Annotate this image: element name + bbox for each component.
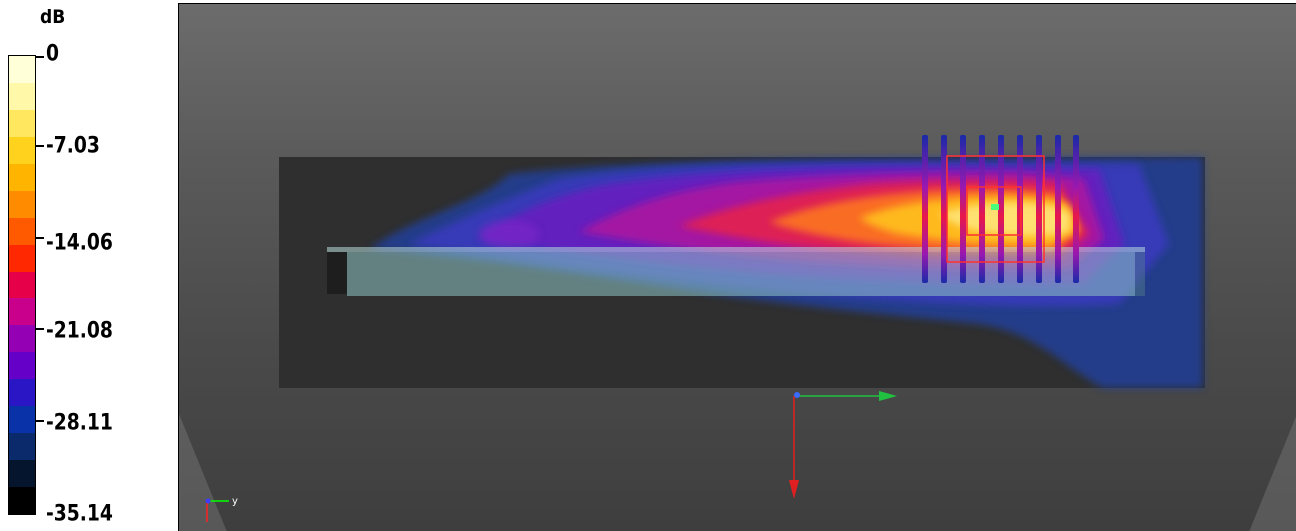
legend-color-swatch xyxy=(9,163,35,191)
legend-tick-label: -35.14 xyxy=(46,501,113,527)
legend-tick-mark xyxy=(36,56,44,58)
3d-viewport[interactable]: y xyxy=(178,3,1296,531)
legend-color-swatch xyxy=(9,487,35,514)
legend-color-swatch xyxy=(9,433,35,461)
floor-edge-left xyxy=(179,414,227,531)
color-scale-bar xyxy=(8,55,36,515)
legend-tick-mark xyxy=(36,237,44,239)
legend-color-swatch xyxy=(9,271,35,299)
legend-tick-label: -14.06 xyxy=(46,230,113,256)
color-legend: dB 0 -7.03 -14.06 -21.08 -28.11 -35.14 xyxy=(0,0,178,531)
legend-color-swatch xyxy=(9,325,35,353)
legend-tick-label: 0 xyxy=(46,41,60,67)
legend-unit: dB xyxy=(40,6,66,28)
legend-tick-mark xyxy=(36,328,44,330)
legend-color-swatch xyxy=(9,460,35,487)
center-axes xyxy=(789,391,897,499)
legend-color-swatch xyxy=(9,244,35,272)
legend-color-swatch xyxy=(9,217,35,245)
legend-color-swatch xyxy=(9,109,35,137)
scene-canvas: y xyxy=(179,135,1296,531)
legend-tick-mark xyxy=(36,145,44,147)
legend-color-swatch xyxy=(9,190,35,218)
legend-color-swatch xyxy=(9,406,35,434)
legend-color-swatch xyxy=(9,56,35,83)
legend-tick-label: -7.03 xyxy=(46,133,100,159)
orientation-triad: y xyxy=(205,496,238,522)
legend-color-swatch xyxy=(9,298,35,326)
antenna-array xyxy=(922,135,1079,283)
legend-color-swatch xyxy=(9,352,35,380)
legend-tick-label: -28.11 xyxy=(46,410,113,436)
triad-y-label: y xyxy=(232,496,238,507)
floor-edge-right xyxy=(1249,416,1296,531)
legend-tick-label: -21.08 xyxy=(46,318,113,344)
legend-color-swatch xyxy=(9,379,35,407)
legend-color-swatch xyxy=(9,82,35,110)
legend-tick-mark xyxy=(36,420,44,422)
legend-color-swatch xyxy=(9,136,35,164)
